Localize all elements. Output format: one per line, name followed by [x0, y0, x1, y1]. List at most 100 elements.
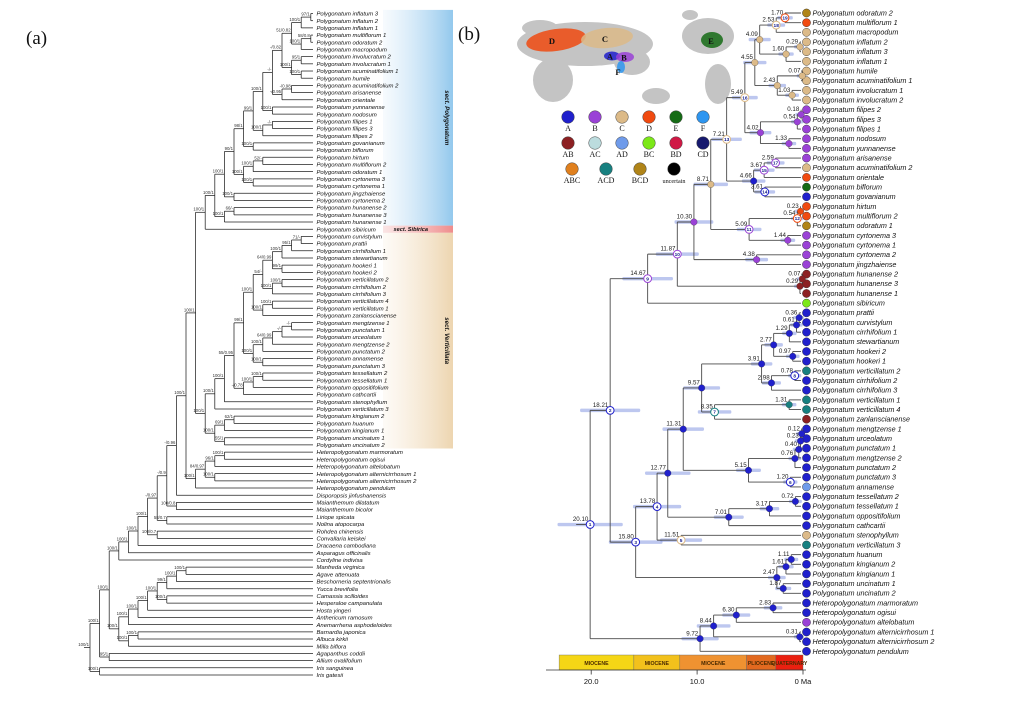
continent	[705, 64, 731, 104]
tip-area-dot	[802, 589, 811, 598]
tip-area-dot	[802, 86, 811, 95]
node-dot	[787, 556, 795, 563]
node-dot	[785, 140, 793, 148]
tip-label: Polygonatum multiflorum 2	[317, 163, 387, 169]
section-band	[383, 232, 453, 449]
timescale-label: MIOCENE	[645, 661, 670, 667]
tip-label: Dracaena cambodiana	[317, 544, 377, 550]
tip-label: Nolina atopocarpa	[317, 522, 366, 528]
node-dot	[745, 466, 752, 474]
tip-area-dot	[802, 337, 811, 347]
numbered-node	[585, 520, 595, 529]
node-number: 18	[774, 23, 780, 29]
node-dot	[765, 505, 773, 513]
tip-label: Polygonatum mengtzense 2	[317, 342, 391, 348]
support-value: 100/1	[251, 304, 262, 309]
tip-label: Polygonatum biflorum	[317, 148, 374, 154]
tip-area-dot	[802, 424, 811, 434]
tip-area-dot	[802, 115, 811, 124]
node-age: 0.61	[783, 317, 796, 324]
support-value: 100/1	[241, 177, 252, 182]
tip-area-dot	[802, 560, 811, 569]
legend-label: B	[592, 124, 597, 133]
node-dot	[795, 314, 803, 322]
tip-label: Polygonatum verticillatum 1	[813, 395, 901, 404]
timescale-label: QUATERNARY	[771, 661, 808, 667]
support-value: -/0.78	[232, 383, 244, 388]
legend-label: BCD	[632, 176, 649, 185]
tip-label: Polygonatum mengtzense 1	[317, 321, 390, 327]
tip-label: Polygonatum hookeri 2	[317, 270, 378, 276]
tip-label: Polygonatum macropodum	[317, 48, 387, 54]
support-value: 100/1	[213, 373, 224, 378]
tip-label: Heteropolygonatum marmoratum	[317, 450, 404, 456]
node-dot	[798, 430, 806, 438]
tip-area-dot	[802, 250, 811, 260]
support-value: 100/1	[203, 472, 214, 477]
tip-label: Polygonatum oppositifolium	[813, 511, 901, 520]
legend-swatch-CD	[696, 136, 710, 150]
tip-label: Polygonatum arisanense	[317, 91, 383, 97]
tip-area-dot	[802, 202, 811, 211]
tip-label: Heteropolygonatum altelobatum	[813, 618, 915, 627]
support-value: 100/1	[222, 191, 233, 196]
node-dot	[779, 585, 787, 592]
node-age: 0.29	[786, 38, 799, 45]
node-age: 0.36	[785, 309, 798, 316]
tip-label: Polygonatum odoratum 2	[813, 8, 893, 17]
tip-label: Disporopsis jinfushanensis	[317, 493, 387, 499]
tip-area-dot	[802, 269, 811, 279]
tip-label: Heteropolygonatum ogisui	[813, 608, 897, 617]
tip-label: Polygonatum cirrhifolium 3	[813, 386, 898, 395]
tip-label: Polygonatum cyrtonema 1	[317, 184, 385, 190]
support-value: 100/1	[126, 603, 137, 608]
node-age: 0.12	[788, 425, 801, 432]
tip-area-dot	[802, 37, 811, 47]
support-value: -/0.95	[270, 89, 282, 94]
tip-area-dot	[802, 327, 811, 337]
node-age: 3.91	[748, 356, 761, 363]
support-value: 100/1	[241, 287, 252, 292]
numbered-node	[722, 134, 732, 144]
tip-label: Heteropolygonatum ogisui	[317, 457, 386, 463]
continent	[533, 58, 573, 102]
support-value: 100/1	[241, 348, 252, 353]
node-number: 19	[782, 16, 788, 22]
legend-label: E	[674, 124, 679, 133]
support-value: 100/1	[251, 371, 262, 376]
tip-label: Manfreda virginica	[317, 565, 366, 571]
tip-label: Polygonatum inflatum 3	[317, 12, 379, 18]
tip-label: Asparagus officinalis	[316, 551, 371, 557]
tip-label: Polygonatum cyrtonema 2	[317, 199, 386, 205]
node-age: 13.78	[640, 498, 656, 505]
tip-label: Polygonatum mengtzense 1	[813, 424, 902, 433]
legend-swatch-BC	[642, 136, 656, 150]
tip-label: Polygonatum filipes 2	[317, 134, 374, 140]
node-number: 16	[742, 95, 748, 101]
node-age: 18.21	[593, 402, 609, 409]
tip-area-dot	[802, 472, 811, 482]
tip-label: Iris sanguinea	[317, 666, 354, 672]
tip-label: Polygonatum hunanense 2	[317, 206, 388, 212]
tip-label: Polygonatum stewartianum	[813, 337, 900, 346]
node-age: 7.01	[715, 509, 728, 516]
tip-label: Polygonatum multiflorum 1	[813, 18, 898, 27]
support-value: 100/1	[155, 594, 166, 599]
support-value: 95/1	[292, 55, 301, 60]
node-age: 1.33	[775, 135, 788, 142]
tip-label: Polygonatum prattii	[813, 308, 875, 317]
tip-label: Polygonatum uncinatum 1	[813, 579, 896, 588]
tip-label: Hesperaloe campanulata	[317, 601, 383, 607]
section-band	[383, 9, 453, 226]
time-axis: 20.0 10.0 0 Ma	[546, 669, 812, 686]
tip-label: Barnardia japonica	[317, 630, 367, 636]
tip-label: Polygonatum acuminatifolium 2	[317, 84, 400, 90]
tip-label: Cordyline indivisa	[317, 558, 364, 564]
tip-area-dot	[802, 405, 811, 414]
tip-area-dot	[802, 598, 811, 608]
support-value: 100/1	[126, 630, 137, 635]
tip-area-dot	[802, 192, 811, 202]
tip-label: Polygonatum hookeri 1	[813, 357, 887, 366]
node-age: 4.66	[740, 173, 753, 180]
